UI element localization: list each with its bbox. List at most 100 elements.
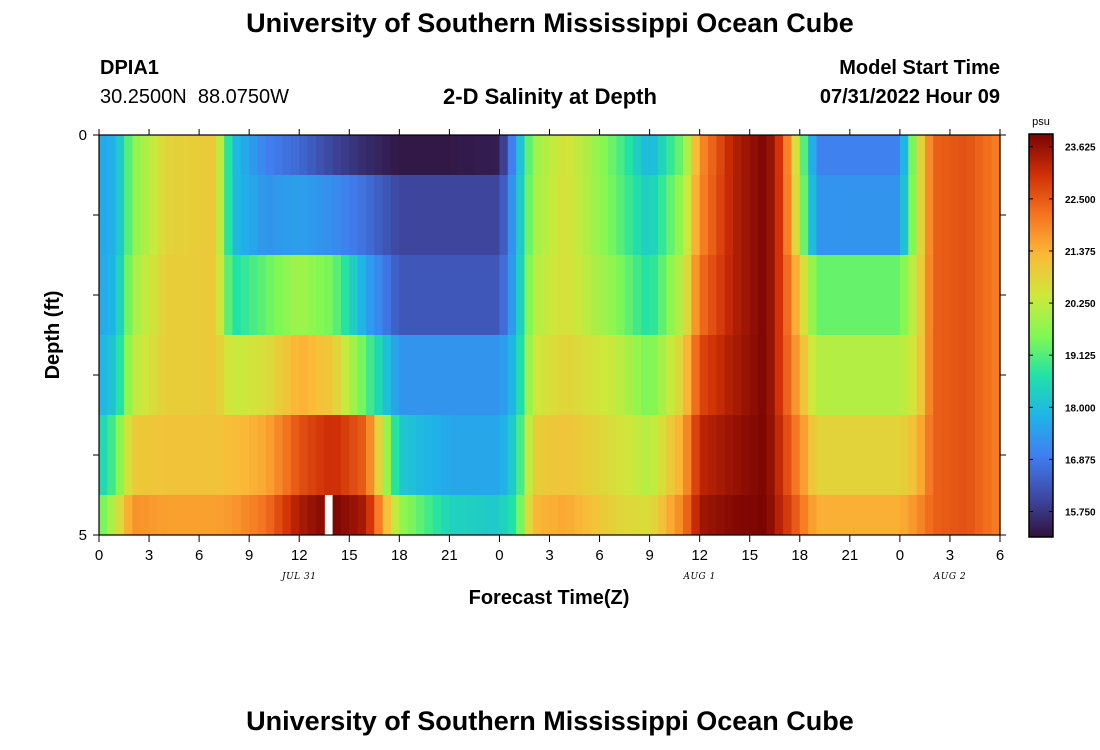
- heatmap-cell: [991, 135, 1001, 175]
- heatmap-cell: [249, 335, 259, 415]
- heatmap-cell: [157, 495, 167, 535]
- heatmap-cell: [232, 255, 242, 335]
- date-label: AUG 2: [933, 572, 966, 582]
- heatmap-cell: [224, 135, 234, 175]
- heatmap-cell: [941, 495, 951, 535]
- heatmap-cell: [574, 135, 584, 175]
- heatmap-cell: [741, 495, 751, 535]
- heatmap-cell: [390, 135, 400, 175]
- heatmap-cell: [365, 415, 375, 495]
- heatmap-cell: [399, 495, 409, 535]
- heatmap-cell: [691, 135, 701, 175]
- heatmap-cell: [290, 415, 300, 495]
- heatmap-cell: [99, 135, 108, 175]
- heatmap-cell: [249, 135, 259, 175]
- heatmap-cell: [899, 135, 909, 175]
- heatmap-cell: [541, 495, 551, 535]
- heatmap-cell: [416, 255, 425, 335]
- heatmap-cell: [499, 135, 509, 175]
- heatmap-cell: [532, 175, 542, 255]
- heatmap-cell: [324, 335, 334, 415]
- heatmap-cell: [457, 495, 467, 535]
- heatmap-cell: [240, 135, 250, 175]
- heatmap-cell: [307, 335, 317, 415]
- heatmap-cell: [382, 335, 392, 415]
- heatmap-cell: [582, 255, 592, 335]
- heatmap-cell: [541, 335, 551, 415]
- heatmap-cell: [399, 415, 409, 495]
- heatmap-cell: [382, 175, 392, 255]
- heatmap-cell: [783, 415, 793, 495]
- heatmap-cell: [607, 335, 617, 415]
- heatmap-cell: [257, 135, 267, 175]
- heatmap-cell: [524, 175, 534, 255]
- heatmap-cell: [774, 335, 784, 415]
- heatmap-cell: [724, 335, 734, 415]
- heatmap-cell: [916, 415, 926, 495]
- heatmap-cell: [691, 255, 701, 335]
- heatmap-cell: [99, 415, 108, 495]
- heatmap-cell: [557, 255, 567, 335]
- heatmap-cell: [165, 255, 175, 335]
- heatmap-cell: [257, 175, 267, 255]
- heatmap-cell: [924, 495, 934, 535]
- heatmap-cell: [491, 495, 501, 535]
- heatmap-cell: [115, 415, 125, 495]
- heatmap-cell: [816, 175, 826, 255]
- heatmap-cell: [365, 335, 375, 415]
- heatmap-cell: [799, 255, 809, 335]
- heatmap-cell: [591, 175, 601, 255]
- heatmap-cell: [390, 415, 400, 495]
- heatmap-cell: [591, 335, 601, 415]
- heatmap-cell: [249, 175, 259, 255]
- heatmap-cell: [582, 495, 592, 535]
- heatmap-cell: [949, 175, 959, 255]
- heatmap-cell: [758, 255, 767, 335]
- heatmap-cell: [983, 415, 993, 495]
- heatmap-cell: [457, 135, 467, 175]
- date-label: JUL 31: [280, 572, 316, 582]
- heatmap-cell: [374, 255, 384, 335]
- heatmap-cell: [315, 175, 325, 255]
- heatmap-cell: [149, 135, 158, 175]
- heatmap-cell: [449, 135, 459, 175]
- heatmap-cell: [424, 415, 434, 495]
- heatmap-cell: [532, 335, 542, 415]
- heatmap-cell: [641, 135, 651, 175]
- heatmap-cell: [349, 255, 359, 335]
- heatmap-cell: [949, 135, 959, 175]
- heatmap-cell: [791, 135, 801, 175]
- heatmap-cell: [207, 175, 217, 255]
- heatmap-cell: [482, 135, 492, 175]
- heatmap-cell: [649, 135, 659, 175]
- heatmap-cell: [841, 175, 851, 255]
- heatmap-cell: [983, 135, 993, 175]
- heatmap-cell: [290, 495, 300, 535]
- heatmap-cell: [416, 175, 425, 255]
- heatmap-cell: [215, 335, 225, 415]
- heatmap-cell: [532, 415, 542, 495]
- heatmap-cell: [307, 255, 317, 335]
- heatmap-cell: [449, 175, 459, 255]
- heatmap-cell: [365, 495, 375, 535]
- heatmap-cell: [516, 255, 526, 335]
- heatmap-cell: [591, 415, 601, 495]
- heatmap-cell: [224, 415, 234, 495]
- heatmap-cell: [466, 335, 476, 415]
- heatmap-cell: [99, 335, 108, 415]
- heatmap-cell: [424, 335, 434, 415]
- heatmap-cell: [399, 335, 409, 415]
- heatmap-cell: [232, 135, 242, 175]
- heatmap-cell: [657, 135, 667, 175]
- heatmap-cell: [699, 175, 709, 255]
- heatmap-cell: [649, 495, 659, 535]
- heatmap-cell: [466, 135, 476, 175]
- heatmap-cell: [933, 135, 943, 175]
- heatmap-cell: [833, 135, 843, 175]
- heatmap-cell: [808, 495, 818, 535]
- heatmap-cell: [199, 135, 209, 175]
- heatmap-cell: [799, 415, 809, 495]
- heatmap-cell: [174, 495, 184, 535]
- heatmap-cell: [232, 335, 242, 415]
- heatmap-cell: [883, 415, 893, 495]
